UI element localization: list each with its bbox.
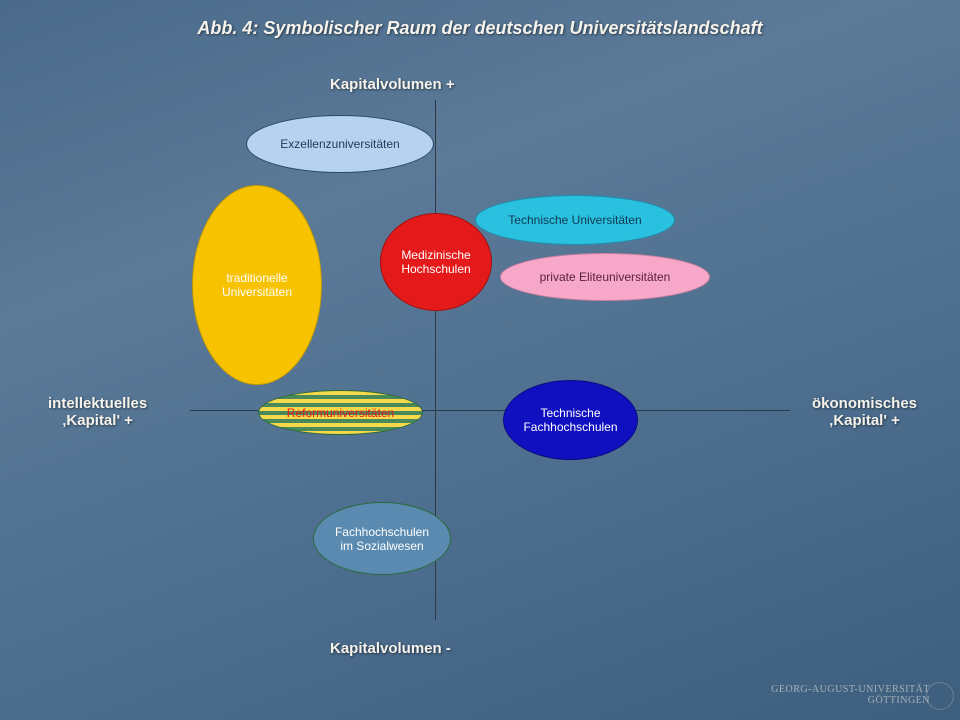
node-technische-uni: Technische Universitäten <box>475 195 675 245</box>
node-reform: Reformuniversitäten <box>258 390 423 435</box>
node-traditionelle: traditionelleUniversitäten <box>192 185 322 385</box>
axis-label-top: Kapitalvolumen + <box>330 76 455 93</box>
slide-title: Abb. 4: Symbolischer Raum der deutschen … <box>0 18 960 39</box>
axis-label-right: ökonomisches‚Kapital' + <box>812 395 917 429</box>
node-label-reform: Reformuniversitäten <box>287 406 394 420</box>
footer-line2: GÖTTINGEN <box>868 695 930 706</box>
footer-seal-icon <box>926 682 954 710</box>
node-label-traditionelle: traditionelleUniversitäten <box>222 271 292 299</box>
axis-label-bottom: Kapitalvolumen - <box>330 640 451 657</box>
title-prefix: Abb. 4: <box>197 18 258 38</box>
axis-label-left: intellektuelles‚Kapital' + <box>48 395 147 429</box>
node-label-fh-sozial: Fachhochschulenim Sozialwesen <box>335 525 429 553</box>
node-label-exzellenz: Exzellenzuniversitäten <box>280 137 399 151</box>
node-exzellenz: Exzellenzuniversitäten <box>246 115 434 173</box>
node-label-tech-fh: TechnischeFachhochschulen <box>523 406 617 434</box>
node-fh-sozial: Fachhochschulenim Sozialwesen <box>313 502 451 575</box>
node-medizinische: MedizinischeHochschulen <box>380 213 492 311</box>
node-tech-fh: TechnischeFachhochschulen <box>503 380 638 460</box>
node-private-elite: private Eliteuniversitäten <box>500 253 710 301</box>
node-label-medizinische: MedizinischeHochschulen <box>401 248 470 276</box>
title-rest: Symbolischer Raum der deutschen Universi… <box>258 18 762 38</box>
node-label-technische-uni: Technische Universitäten <box>508 213 641 227</box>
slide: Abb. 4: Symbolischer Raum der deutschen … <box>0 0 960 720</box>
footer-text: GEORG-AUGUST-UNIVERSITÄT GÖTTINGEN <box>771 684 930 706</box>
node-label-private-elite: private Eliteuniversitäten <box>540 270 671 284</box>
footer-line1: GEORG-AUGUST-UNIVERSITÄT <box>771 684 930 695</box>
